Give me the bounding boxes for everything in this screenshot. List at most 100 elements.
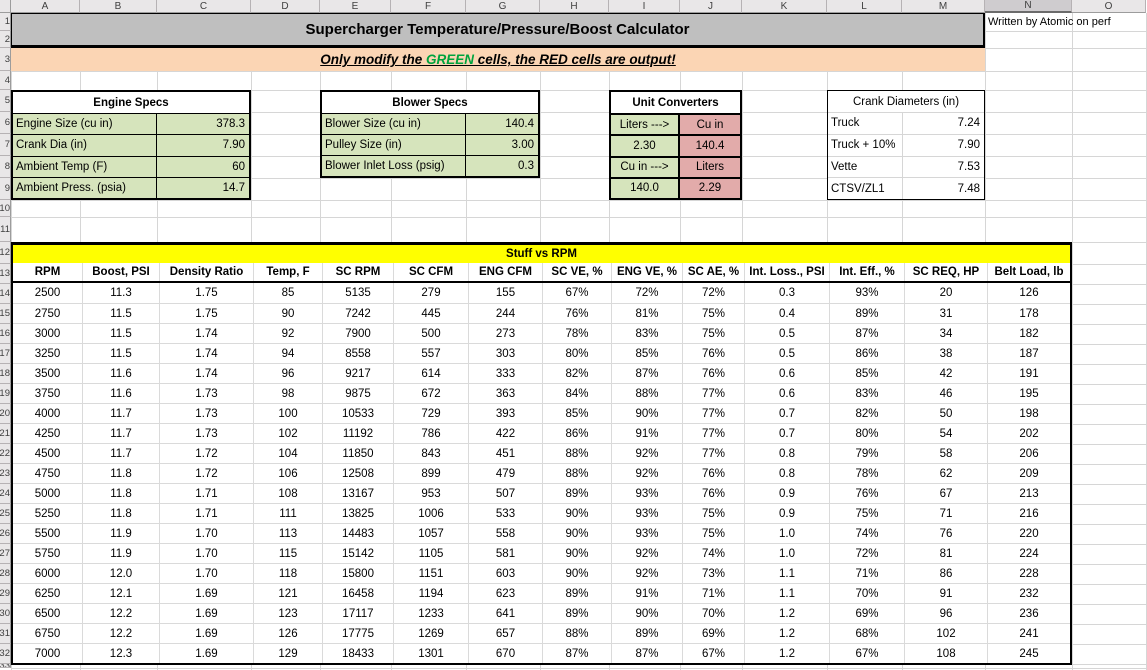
- crank-diameters-title[interactable]: Crank Diameters (in): [828, 91, 984, 113]
- rpm-cell[interactable]: 76%: [682, 464, 744, 483]
- row-header-32[interactable]: 32: [0, 644, 11, 664]
- rpm-cell[interactable]: 87%: [542, 644, 611, 663]
- engine-spec-label[interactable]: Engine Size (cu in): [16, 118, 113, 131]
- rpm-cell[interactable]: 106: [253, 464, 322, 483]
- rpm-cell[interactable]: 14483: [322, 524, 393, 543]
- crank-diameter-label[interactable]: Vette: [831, 160, 858, 173]
- rpm-cell[interactable]: 102: [904, 624, 987, 643]
- rpm-column-header[interactable]: Temp, F: [253, 263, 322, 281]
- title-banner-cell[interactable]: Supercharger Temperature/Pressure/Boost …: [11, 13, 985, 48]
- rpm-cell[interactable]: 90%: [542, 504, 611, 523]
- rpm-cell[interactable]: 93%: [829, 283, 904, 303]
- rpm-cell[interactable]: 67%: [829, 644, 904, 663]
- rpm-cell[interactable]: 88%: [542, 624, 611, 643]
- rpm-cell[interactable]: 581: [468, 544, 542, 563]
- rpm-cell[interactable]: 245: [987, 644, 1070, 663]
- blower-spec-value[interactable]: 0.3: [465, 156, 538, 176]
- rpm-cell[interactable]: 236: [987, 604, 1070, 623]
- rpm-cell[interactable]: 479: [468, 464, 542, 483]
- rpm-cell[interactable]: 62: [904, 464, 987, 483]
- rpm-cell[interactable]: 80%: [542, 344, 611, 363]
- blower-spec-label[interactable]: Blower Size (cu in): [325, 118, 421, 130]
- rpm-cell[interactable]: 7900: [322, 324, 393, 343]
- rpm-cell[interactable]: 11.5: [82, 324, 159, 343]
- rpm-cell[interactable]: 1057: [393, 524, 468, 543]
- rpm-cell[interactable]: 672: [393, 384, 468, 403]
- engine-spec-value[interactable]: 378.3: [156, 114, 249, 135]
- rpm-cell[interactable]: 76%: [542, 304, 611, 323]
- rpm-cell[interactable]: 12.0: [82, 564, 159, 583]
- rpm-cell[interactable]: 533: [468, 504, 542, 523]
- rpm-cell[interactable]: 84%: [542, 384, 611, 403]
- engine-spec-label[interactable]: Crank Dia (in): [16, 139, 87, 152]
- rpm-cell[interactable]: 1.75: [159, 283, 253, 303]
- rpm-cell[interactable]: 3250: [34, 347, 61, 360]
- rpm-cell[interactable]: 500: [393, 324, 468, 343]
- rpm-cell[interactable]: 603: [468, 564, 542, 583]
- rpm-cell[interactable]: 1269: [393, 624, 468, 643]
- rpm-cell[interactable]: 126: [987, 283, 1070, 303]
- rpm-cell[interactable]: 104: [253, 444, 322, 463]
- rpm-cell[interactable]: 91: [904, 584, 987, 603]
- rpm-cell[interactable]: 198: [987, 404, 1070, 423]
- rpm-cell[interactable]: 80%: [829, 424, 904, 443]
- rpm-cell[interactable]: 42: [904, 364, 987, 383]
- column-header-o[interactable]: O: [1072, 0, 1146, 13]
- rpm-cell[interactable]: 100: [253, 404, 322, 423]
- rpm-cell[interactable]: 126: [253, 624, 322, 643]
- rpm-cell[interactable]: 670: [468, 644, 542, 663]
- rpm-cell[interactable]: 11.8: [82, 504, 159, 523]
- rpm-cell[interactable]: 244: [468, 304, 542, 323]
- rpm-cell[interactable]: 92%: [611, 564, 682, 583]
- rpm-cell[interactable]: 1301: [393, 644, 468, 663]
- rpm-cell[interactable]: 50: [904, 404, 987, 423]
- rpm-cell[interactable]: 70%: [682, 604, 744, 623]
- rpm-cell[interactable]: 899: [393, 464, 468, 483]
- rpm-cell[interactable]: 445: [393, 304, 468, 323]
- rpm-column-header[interactable]: Boost, PSI: [82, 263, 159, 281]
- crank-diameter-value[interactable]: 7.24: [902, 113, 984, 134]
- rpm-cell[interactable]: 0.7: [744, 424, 829, 443]
- rpm-cell[interactable]: 11.6: [82, 364, 159, 383]
- crank-diameter-label[interactable]: Truck + 10%: [831, 139, 896, 152]
- rpm-cell[interactable]: 1.73: [159, 424, 253, 443]
- rpm-cell[interactable]: 843: [393, 444, 468, 463]
- rpm-cell[interactable]: 0.3: [744, 283, 829, 303]
- rpm-cell[interactable]: 1.1: [744, 564, 829, 583]
- rpm-cell[interactable]: 6000: [34, 567, 61, 580]
- rpm-column-header[interactable]: Int. Eff., %: [829, 263, 904, 281]
- rpm-column-header[interactable]: ENG VE, %: [611, 263, 682, 281]
- unit-converter-input-cell[interactable]: 2.30: [611, 136, 678, 156]
- row-header-33[interactable]: 33: [0, 664, 11, 668]
- rpm-cell[interactable]: 953: [393, 484, 468, 503]
- row-header-23[interactable]: 23: [0, 464, 11, 484]
- rpm-cell[interactable]: 68%: [829, 624, 904, 643]
- rpm-column-header[interactable]: SC AE, %: [682, 263, 744, 281]
- rpm-cell[interactable]: 1.75: [159, 304, 253, 323]
- rpm-cell[interactable]: 92: [253, 324, 322, 343]
- rpm-cell[interactable]: 1.72: [159, 464, 253, 483]
- select-all-corner[interactable]: [0, 0, 11, 13]
- rpm-cell[interactable]: 5750: [34, 547, 61, 560]
- rpm-cell[interactable]: 1.70: [159, 544, 253, 563]
- rpm-cell[interactable]: 108: [253, 484, 322, 503]
- rpm-cell[interactable]: 1006: [393, 504, 468, 523]
- engine-spec-value[interactable]: 60: [156, 156, 249, 177]
- rpm-cell[interactable]: 6750: [34, 627, 61, 640]
- rpm-cell[interactable]: 82%: [829, 404, 904, 423]
- crank-diameter-label[interactable]: Truck: [831, 117, 860, 130]
- column-header-a[interactable]: A: [11, 0, 80, 13]
- rpm-cell[interactable]: 7000: [34, 647, 61, 660]
- row-header-22[interactable]: 22: [0, 444, 11, 464]
- crank-diameter-value[interactable]: 7.90: [902, 134, 984, 156]
- rpm-cell[interactable]: 641: [468, 604, 542, 623]
- rpm-cell[interactable]: 88%: [611, 384, 682, 403]
- rpm-cell[interactable]: 71: [904, 504, 987, 523]
- rpm-cell[interactable]: 1.70: [159, 524, 253, 543]
- rpm-cell[interactable]: 86%: [829, 344, 904, 363]
- rpm-cell[interactable]: 4750: [34, 467, 61, 480]
- rpm-cell[interactable]: 83%: [829, 384, 904, 403]
- rpm-cell[interactable]: 1.73: [159, 404, 253, 423]
- rpm-cell[interactable]: 0.4: [744, 304, 829, 323]
- rpm-cell[interactable]: 77%: [682, 404, 744, 423]
